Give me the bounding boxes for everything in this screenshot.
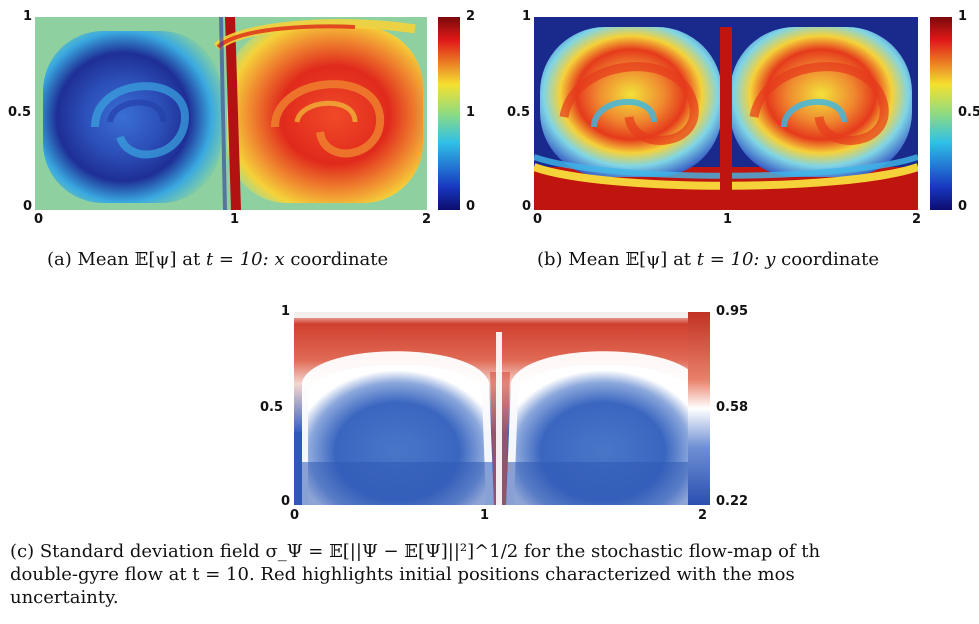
x-tick-c-0: 0 xyxy=(290,508,300,523)
x-tick-b-0: 0 xyxy=(533,212,543,227)
x-tick-c-2: 2 xyxy=(698,508,708,523)
colorbar-c-tick-top: 0.95 xyxy=(716,304,749,319)
colorbar-b-tick-top: 1 xyxy=(958,9,968,24)
y-tick-b-0: 0 xyxy=(522,199,532,214)
y-tick-a-1: 1 xyxy=(23,9,33,24)
y-tick-b-05: 0.5 xyxy=(507,105,531,120)
x-tick-a-1: 1 xyxy=(230,212,240,227)
y-tick-c-0: 0 xyxy=(281,494,291,509)
caption-b: (b) Mean 𝔼[ψ] at t = 10: y coordinate xyxy=(537,249,879,270)
y-tick-b-1: 1 xyxy=(522,9,532,24)
y-tick-c-05: 0.5 xyxy=(260,400,284,415)
colorbar-c-tick-bottom: 0.22 xyxy=(716,494,749,509)
x-tick-c-1: 1 xyxy=(480,508,490,523)
colorbar-a-tick-bottom: 0 xyxy=(466,199,476,214)
colorbar-a-tick-top: 2 xyxy=(466,9,476,24)
x-tick-b-1: 1 xyxy=(723,212,733,227)
x-tick-a-2: 2 xyxy=(422,212,432,227)
caption-a: (a) Mean 𝔼[ψ] at t = 10: x coordinate xyxy=(47,249,389,270)
colorbar-b-tick-mid: 0.5 xyxy=(958,105,979,120)
colorbar-b xyxy=(930,17,952,210)
y-tick-c-1: 1 xyxy=(281,304,291,319)
x-tick-a-0: 0 xyxy=(34,212,44,227)
caption-c: (c) Standard deviation field σ_Ψ = 𝔼[||Ψ… xyxy=(10,540,979,609)
heatmap-b xyxy=(534,17,918,210)
y-tick-a-05: 0.5 xyxy=(8,105,32,120)
colorbar-b-tick-bottom: 0 xyxy=(958,199,968,214)
colorbar-c xyxy=(688,312,710,505)
x-tick-b-2: 2 xyxy=(912,212,922,227)
caption-c-line1: (c) Standard deviation field σ_Ψ = 𝔼[||Ψ… xyxy=(10,541,821,562)
colorbar-a-tick-mid: 1 xyxy=(466,105,476,120)
colorbar-c-tick-mid: 0.58 xyxy=(716,400,749,415)
heatmap-c xyxy=(294,312,706,505)
caption-c-line2: double-gyre flow at t = 10. Red highligh… xyxy=(10,564,795,585)
colorbar-a xyxy=(438,17,460,210)
y-tick-a-0: 0 xyxy=(23,199,33,214)
heatmap-a xyxy=(35,17,427,210)
caption-c-line3: uncertainty. xyxy=(10,587,119,608)
